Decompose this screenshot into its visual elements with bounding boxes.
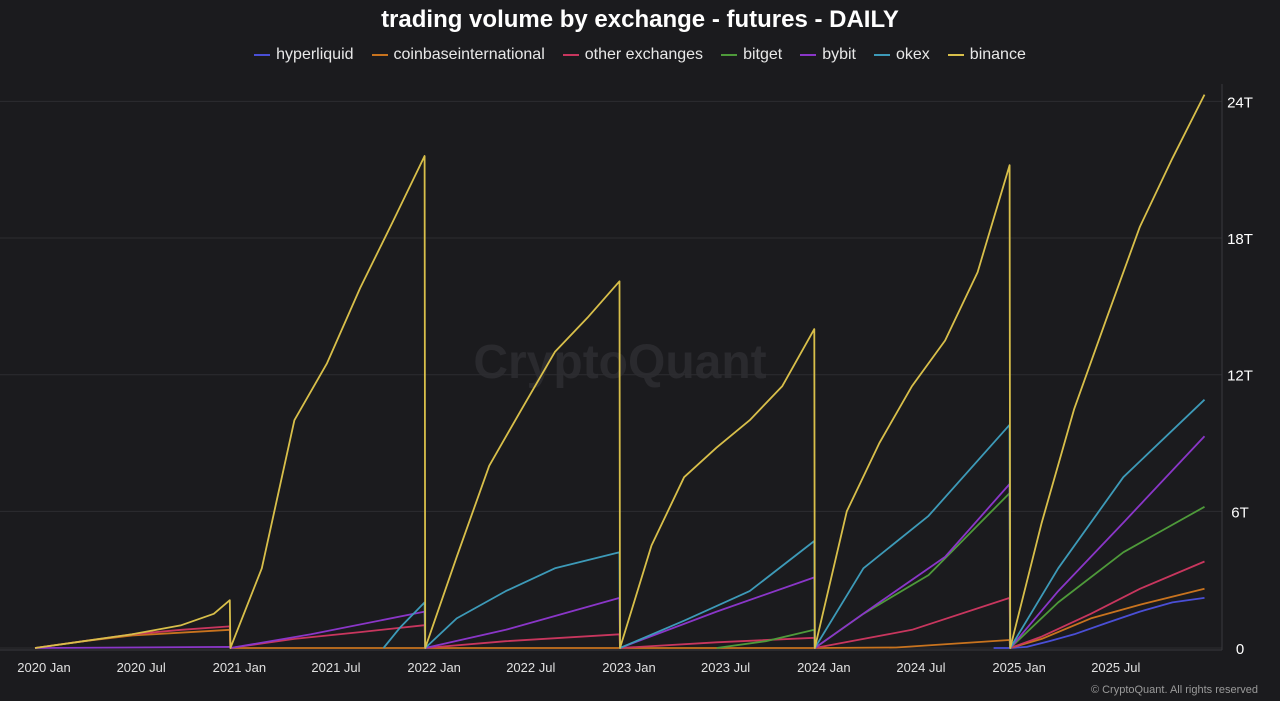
legend: hyperliquid coinbaseinternational other ex… [0,46,1280,64]
x-tick-label: 2021 Jul [311,660,360,675]
x-tick-label: 2022 Jan [407,660,461,675]
legend-label: bybit [822,46,856,63]
legend-swatch [721,54,738,56]
y-tick-label: 12T [1227,368,1253,385]
series-line-hyperliquid [993,597,1205,649]
legend-item-bybit[interactable]: bybit [800,46,856,64]
legend-swatch [874,54,890,56]
x-tick-label: 2021 Jan [213,660,267,675]
legend-item-okex[interactable]: okex [874,46,930,64]
legend-swatch [371,54,388,56]
x-tick-label: 2023 Jan [602,660,656,675]
legend-swatch [800,54,817,56]
x-tick-label: 2023 Jul [701,660,750,675]
y-tick-label: 0 [1236,641,1244,658]
x-tick-label: 2025 Jul [1091,660,1140,675]
legend-label: other exchanges [584,46,704,63]
y-tick-label: 6T [1231,504,1249,521]
x-tick-label: 2025 Jan [992,660,1046,675]
legend-label: binance [969,46,1026,63]
x-tick-label: 2020 Jul [117,660,166,675]
legend-label: okex [896,46,930,63]
legend-label: hyperliquid [276,46,354,63]
x-tick-label: 2020 Jan [17,660,71,675]
y-tick-label: 18T [1227,231,1253,248]
series-line-bitget [716,492,1205,649]
legend-swatch [947,54,964,56]
legend-label: coinbaseinternational [393,46,545,63]
legend-swatch [562,54,579,56]
legend-item-hyperliquid[interactable]: hyperliquid [254,46,354,64]
legend-label: bitget [743,46,783,63]
x-tick-label: 2022 Jul [506,660,555,675]
x-tick-label: 2024 Jul [896,660,945,675]
legend-item-binance[interactable]: binance [947,46,1026,64]
legend-item-bitget[interactable]: bitget [721,46,782,64]
chart-title: trading volume by exchange - futures - D… [381,6,899,33]
x-tick-label: 2024 Jan [797,660,851,675]
legend-item-coinbaseinternational[interactable]: coinbaseinternational [371,46,545,64]
copyright-footer: © CryptoQuant. All rights reserved [1090,684,1258,696]
series-line-binance [34,94,1206,649]
y-tick-label: 24T [1227,94,1253,111]
legend-swatch [254,54,271,56]
legend-item-other-exchanges[interactable]: other exchanges [562,46,704,64]
